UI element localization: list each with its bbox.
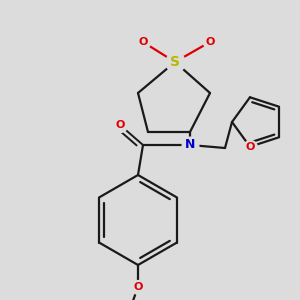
Text: O: O — [138, 37, 148, 47]
Text: O: O — [205, 37, 215, 47]
Text: N: N — [185, 139, 195, 152]
Text: O: O — [115, 120, 125, 130]
Text: O: O — [133, 282, 143, 292]
Text: O: O — [245, 142, 255, 152]
Text: S: S — [170, 55, 180, 69]
